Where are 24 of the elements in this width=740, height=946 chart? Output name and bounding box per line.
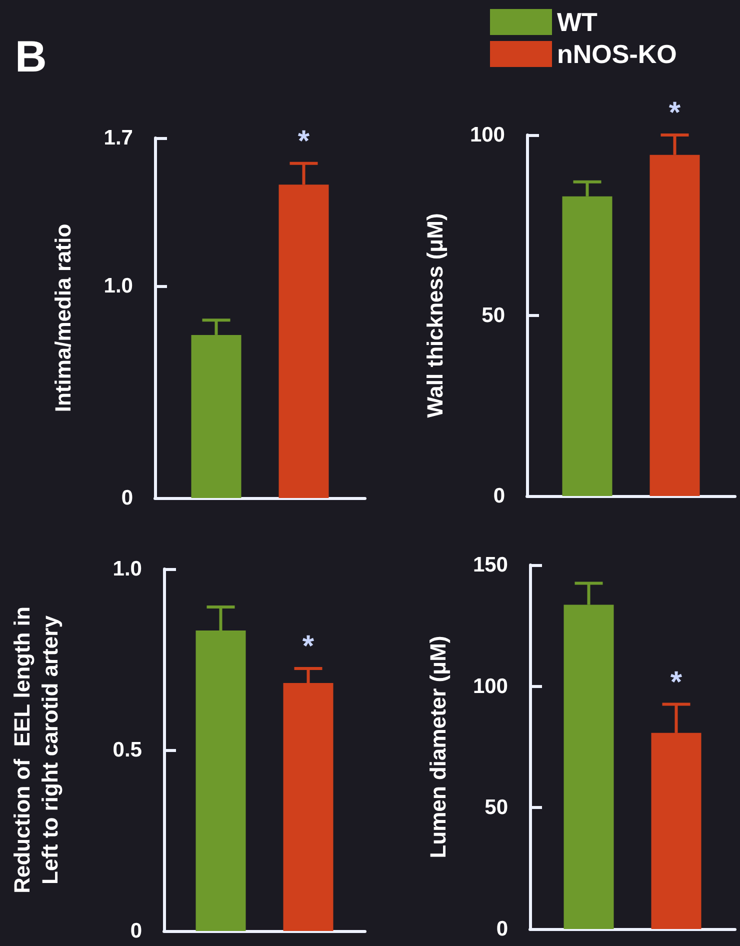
chart-title: B bbox=[15, 32, 47, 82]
y-tick-label: 0 bbox=[130, 920, 142, 942]
y-tick-label: 1.0 bbox=[104, 274, 133, 298]
y-axis-title: Reduction of EEL length in Left to right carotid artery bbox=[10, 606, 62, 894]
annotation: * bbox=[302, 630, 314, 664]
y-axis-title: Lumen diameter (μM) bbox=[426, 636, 450, 858]
y-tick-label: 100 bbox=[472, 674, 508, 698]
y-tick-label: 50 bbox=[482, 304, 505, 327]
y-axis-title: Intima/media ratio bbox=[50, 224, 76, 412]
text: * bbox=[668, 96, 681, 130]
y-tick-label: 50 bbox=[484, 796, 508, 820]
y-tick-label: 100 bbox=[470, 124, 505, 146]
y-tick-label: 1.0 bbox=[112, 558, 142, 580]
annotation: * bbox=[298, 124, 310, 158]
y-tick-label: 1.7 bbox=[104, 126, 133, 150]
y-axis-title: Wall thickness (μM) bbox=[422, 213, 448, 418]
y-tick-label: 0 bbox=[493, 484, 505, 508]
y-tick-label: 0.5 bbox=[112, 738, 142, 762]
y-tick-label: 0 bbox=[496, 918, 508, 940]
annotation: * bbox=[670, 666, 682, 699]
legend-label: nNOS-KO bbox=[557, 39, 677, 69]
legend-label: WT bbox=[557, 7, 598, 37]
y-tick-label: 0 bbox=[121, 486, 133, 510]
y-tick-label: 150 bbox=[472, 554, 508, 576]
